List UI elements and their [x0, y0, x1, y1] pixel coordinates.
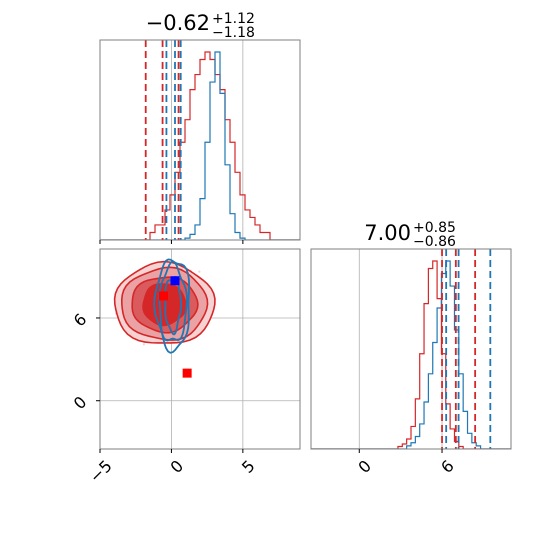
- scatter-dot-89: [198, 270, 201, 273]
- title-p1-median: −0.62: [146, 11, 210, 35]
- ticks-p1: [99, 240, 244, 244]
- marker-blue-0: [170, 276, 180, 286]
- frame-p2: [310, 248, 512, 450]
- histograms-p1: [100, 51, 300, 240]
- panel-2d-joint: −5 0 5 0 6: [70, 248, 304, 486]
- histogram-p1-blue: [100, 51, 300, 240]
- title-p1-upper: +1.12: [212, 11, 255, 27]
- xtick-label-p2-1: 6: [437, 456, 458, 477]
- marker-edge-red-3: [296, 460, 304, 468]
- xtick-label-p3-0: −5: [86, 456, 116, 486]
- scatter-dot-81: [142, 343, 145, 346]
- frame-p1: [99, 39, 301, 241]
- quantiles-p2: [441, 249, 492, 449]
- histograms-p2: [311, 260, 511, 449]
- marker-red-1: [159, 291, 169, 301]
- title-p1-lower: −1.18: [212, 25, 255, 41]
- xtick-label-p3-1: 0: [167, 456, 188, 477]
- markers-2d: [159, 276, 304, 468]
- grid-p2: [358, 249, 443, 449]
- xtick-label-p2-0: 0: [354, 456, 375, 477]
- histogram-p2-red: [311, 260, 511, 449]
- contour-blue-1: [158, 260, 188, 342]
- contour-blue-2: [153, 258, 191, 354]
- grid-p1: [99, 40, 244, 240]
- ytick-label-p3-1: 6: [70, 310, 91, 331]
- title-p2-lower: −0.86: [413, 234, 456, 250]
- marker-red-2: [182, 368, 192, 378]
- histogram-p2-blue: [311, 260, 511, 449]
- histogram-p1-red: [100, 51, 300, 240]
- ytick-label-p3-0: 0: [70, 392, 91, 413]
- xtick-label-p3-2: 5: [238, 456, 259, 477]
- panel-param1-histogram: [99, 39, 301, 244]
- frame-p3: [99, 248, 301, 450]
- title-p2-upper: +0.85: [413, 220, 456, 236]
- contours-2d: [113, 258, 216, 354]
- quantiles-p1: [144, 40, 182, 240]
- title-p2-median: 7.00: [364, 221, 411, 245]
